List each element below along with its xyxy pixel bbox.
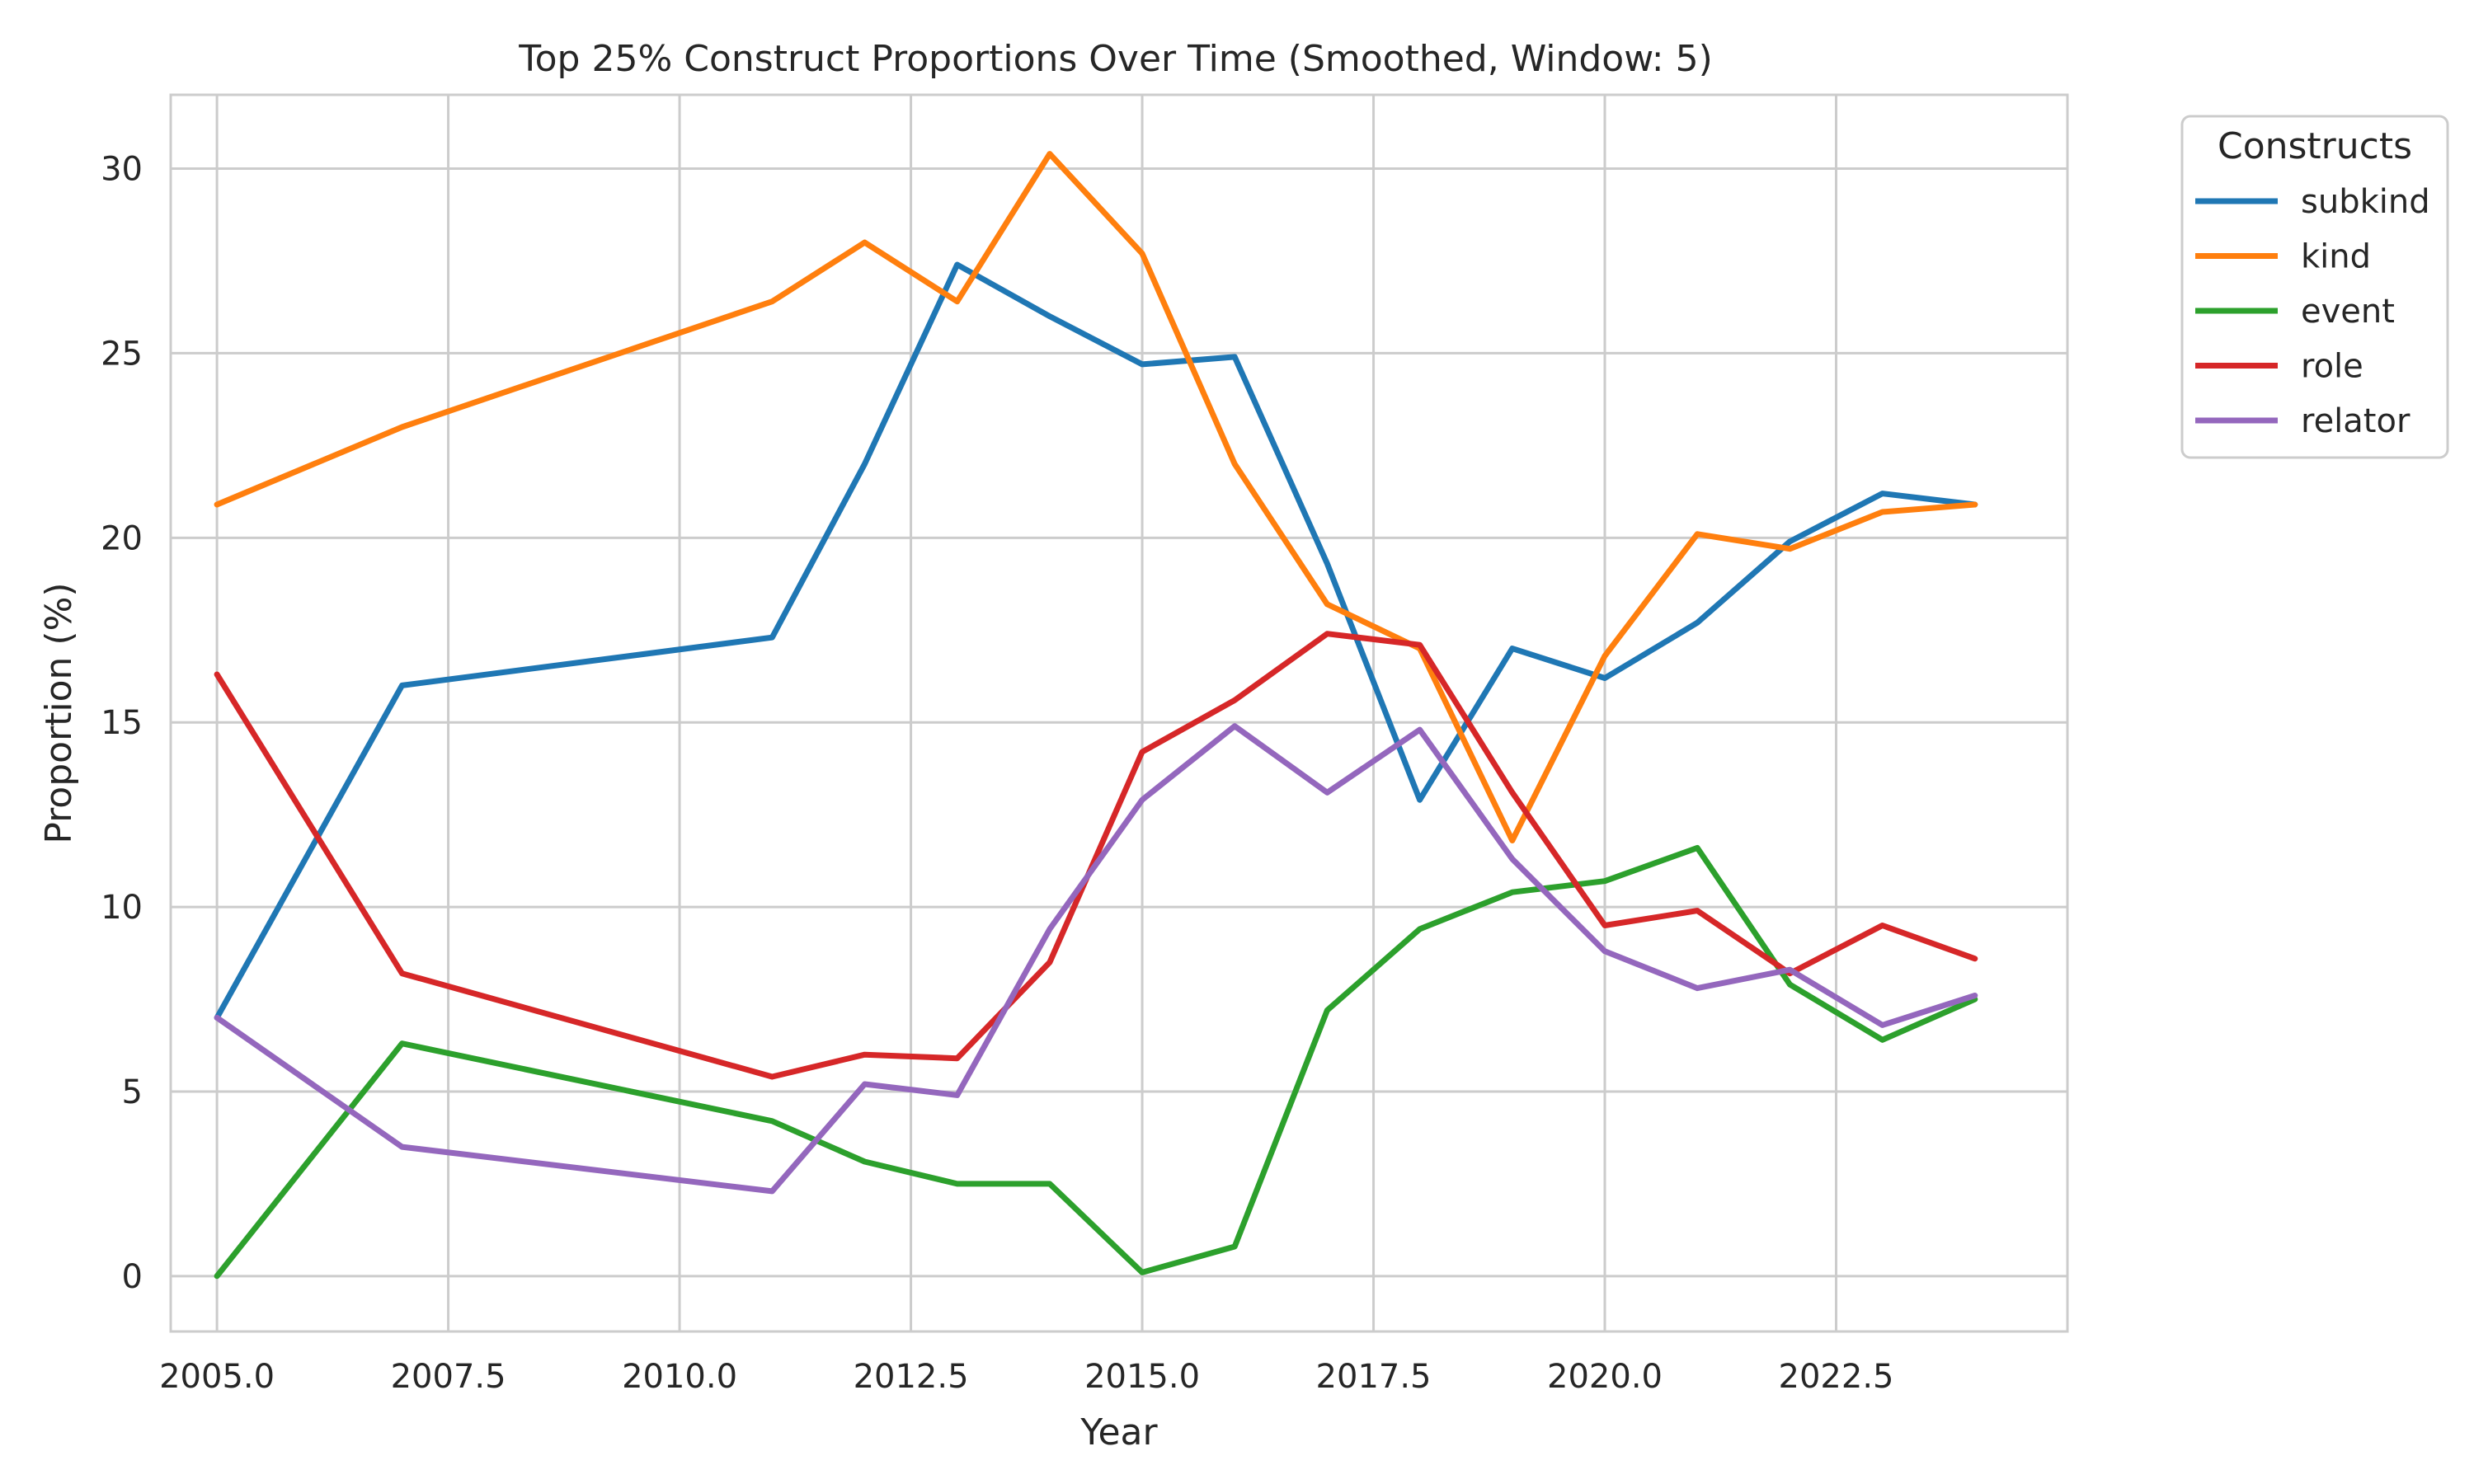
legend-label-kind: kind: [2301, 238, 2371, 276]
y-tick-labels: 0 5 10 15 20 25 30: [101, 151, 143, 1296]
x-tick-label: 2005.0: [159, 1358, 275, 1396]
x-axis-label: Year: [1079, 1411, 1158, 1453]
legend-label-event: event: [2301, 293, 2395, 331]
legend: Constructs subkind kind event role relator: [2180, 115, 2449, 459]
series-lines: [214, 151, 1978, 1280]
series-line-role: [214, 631, 1978, 1080]
y-tick-label: 30: [101, 151, 143, 189]
series-line-relator: [214, 723, 1978, 1195]
y-tick-label: 0: [122, 1258, 143, 1296]
series-line-subkind: [214, 261, 1978, 1021]
y-tick-label: 10: [101, 889, 143, 927]
x-tick-labels: 2005.0 2007.5 2010.0 2012.5 2015.0 2017.5 2020…: [159, 1358, 1893, 1396]
x-tick-label: 2020.0: [1547, 1358, 1663, 1396]
x-tick-label: 2015.0: [1084, 1358, 1200, 1396]
y-axis-label: Proportion (%): [38, 582, 80, 843]
x-tick-label: 2017.5: [1316, 1358, 1432, 1396]
plot-area: [169, 93, 2069, 1333]
plot-background: [171, 95, 2067, 1331]
legend-label-role: role: [2301, 348, 2363, 386]
plot-frame: [169, 93, 2069, 1333]
y-tick-label: 15: [101, 704, 143, 742]
x-tick-label: 2022.5: [1779, 1358, 1894, 1396]
y-tick-label: 25: [101, 335, 143, 373]
legend-label-subkind: subkind: [2301, 183, 2430, 221]
legend-title: Constructs: [2218, 125, 2412, 167]
y-tick-label: 5: [122, 1073, 143, 1111]
series-line-kind: [214, 151, 1978, 843]
y-tick-label: 20: [101, 519, 143, 557]
x-tick-label: 2007.5: [391, 1358, 506, 1396]
x-tick-label: 2010.0: [622, 1358, 737, 1396]
legend-items: subkind kind event role relator: [2195, 183, 2430, 440]
x-tick-label: 2012.5: [854, 1358, 969, 1396]
legend-label-relator: relator: [2301, 402, 2411, 440]
chart-title: Top 25% Construct Proportions Over Time …: [518, 38, 1713, 80]
